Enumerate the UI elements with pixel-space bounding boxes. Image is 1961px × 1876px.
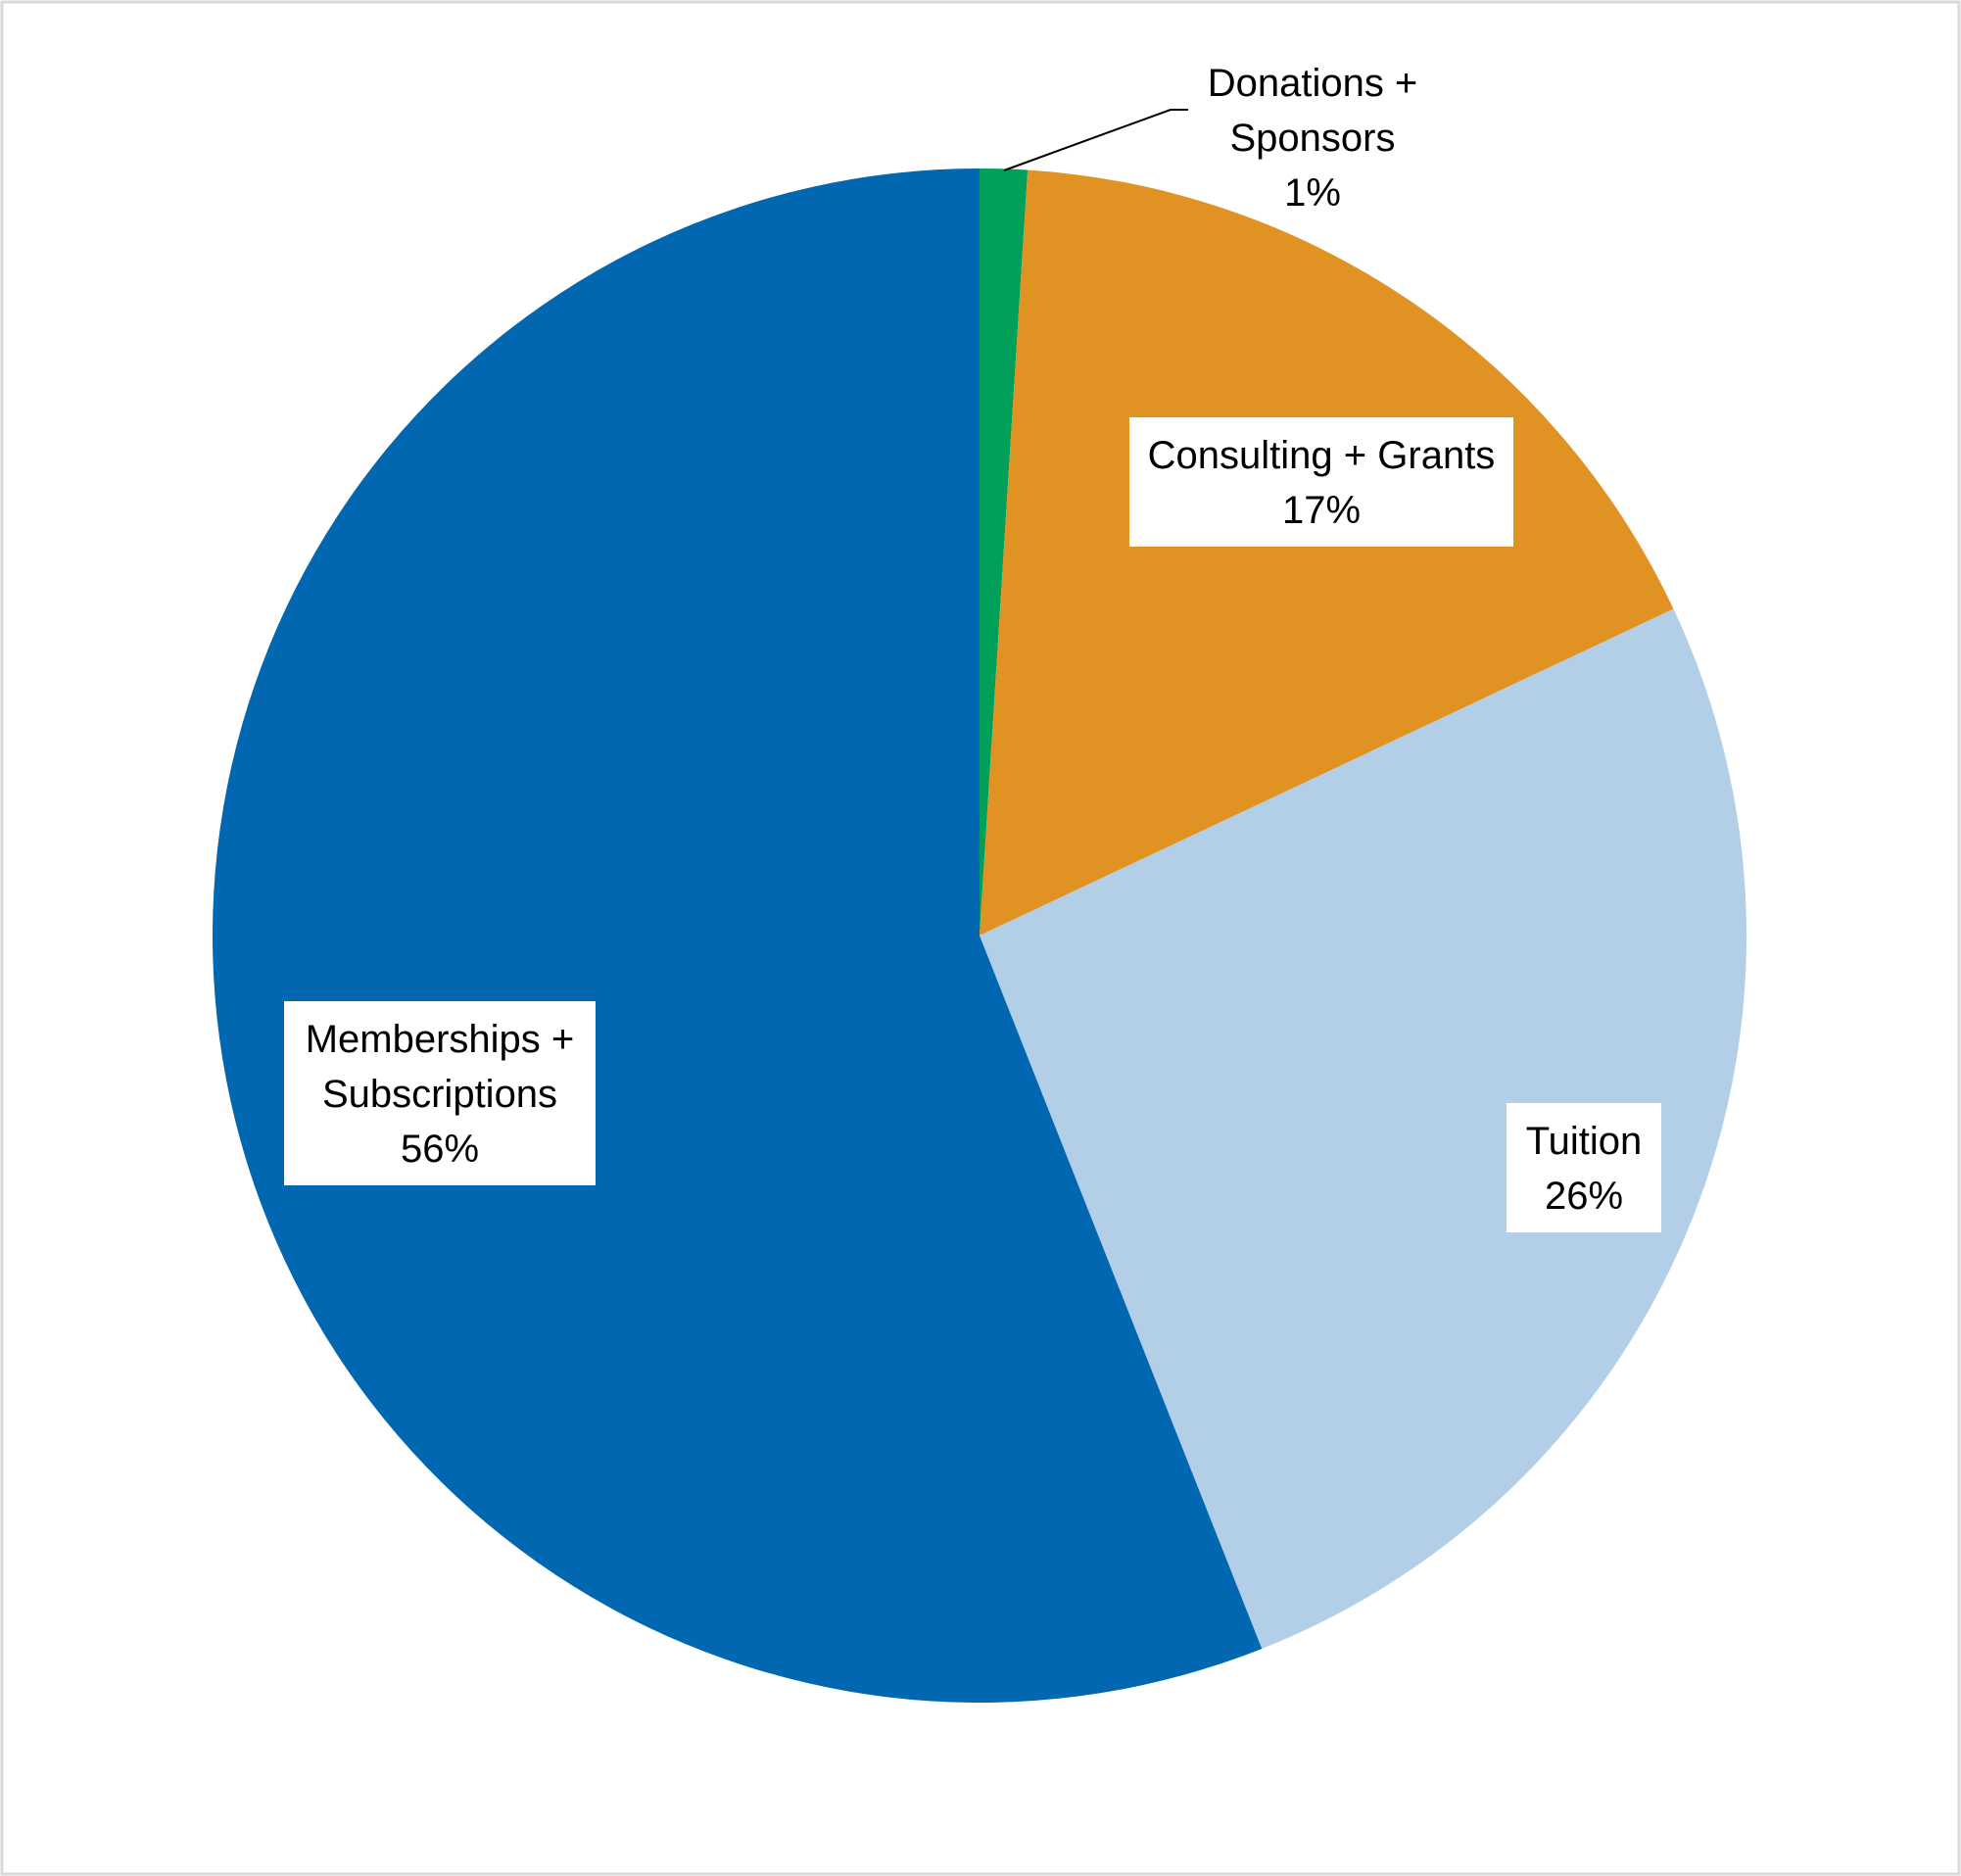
slice-value-label-consulting-grants: 17% [1282, 489, 1361, 532]
pie-slice-consulting-grants [980, 169, 1674, 937]
slice-name-label-donations-sponsors: Donations + [1208, 62, 1418, 105]
label-box-tuition [1507, 1103, 1661, 1232]
slice-value-label-memberships-subscriptions: 56% [401, 1128, 479, 1171]
label-box-memberships-subscriptions [284, 1001, 596, 1185]
slice-value-label-tuition: 26% [1545, 1175, 1623, 1218]
label-box-consulting-grants [1129, 417, 1513, 547]
pie-slices [213, 168, 1746, 1703]
slice-name-label-memberships-subscriptions: Memberships + [306, 1018, 575, 1061]
slice-name-label-memberships-subscriptions: Subscriptions [322, 1073, 557, 1116]
pie-slice-tuition [980, 608, 1746, 1650]
pie-slice-memberships-subscriptions [213, 168, 1263, 1703]
leader-lines [1003, 109, 1188, 171]
slice-name-label-consulting-grants: Consulting + Grants [1148, 434, 1496, 477]
slice-value-label-donations-sponsors: 1% [1284, 171, 1341, 215]
slice-labels: Donations + Sponsors 1% Consulting + Grants… [284, 62, 1661, 1232]
pie-slice-donations-sponsors [980, 168, 1028, 936]
slice-name-label-donations-sponsors: Sponsors [1230, 117, 1396, 160]
leader-line-donations-sponsors [1003, 109, 1188, 171]
slice-name-label-tuition: Tuition [1526, 1120, 1643, 1163]
